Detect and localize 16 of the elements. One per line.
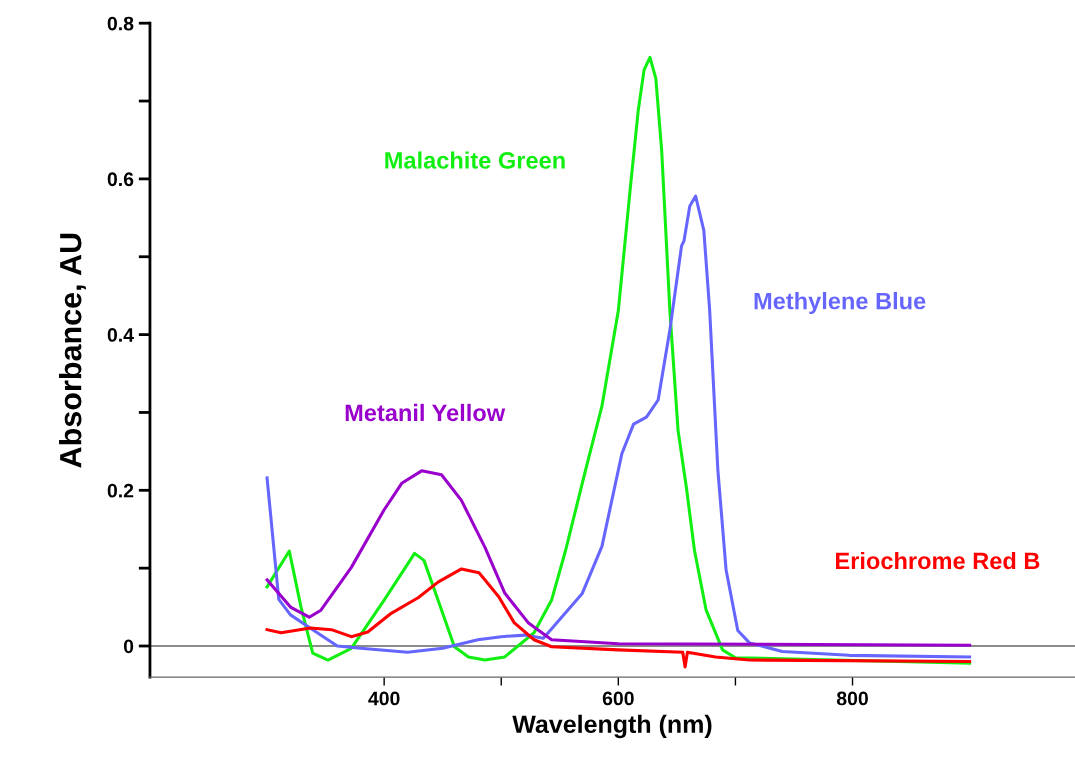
y-tick-label: 0.6: [107, 172, 134, 187]
y-tick-label: 0: [123, 639, 134, 654]
text: Eriochrome Red B: [836, 551, 1040, 570]
series-label: Methylene Blue: [754, 292, 926, 315]
text: Malachite Green: [385, 151, 565, 169]
y-tick-label: 0.4: [107, 328, 134, 342]
x-tick-label: 600: [602, 691, 634, 706]
x-axis-title: Wavelength (nm): [512, 714, 712, 739]
y-axis-title: Absorbance, AU: [59, 233, 86, 468]
x-tick-label: 800: [836, 691, 868, 706]
line-series: [265, 469, 972, 647]
y-tick-label: 0.8: [107, 16, 134, 31]
x-tick-label: 400: [368, 691, 400, 706]
text: Metanil Yellow: [345, 403, 506, 422]
y-tick-label: 0.2: [107, 483, 134, 498]
line-series: [265, 194, 972, 659]
